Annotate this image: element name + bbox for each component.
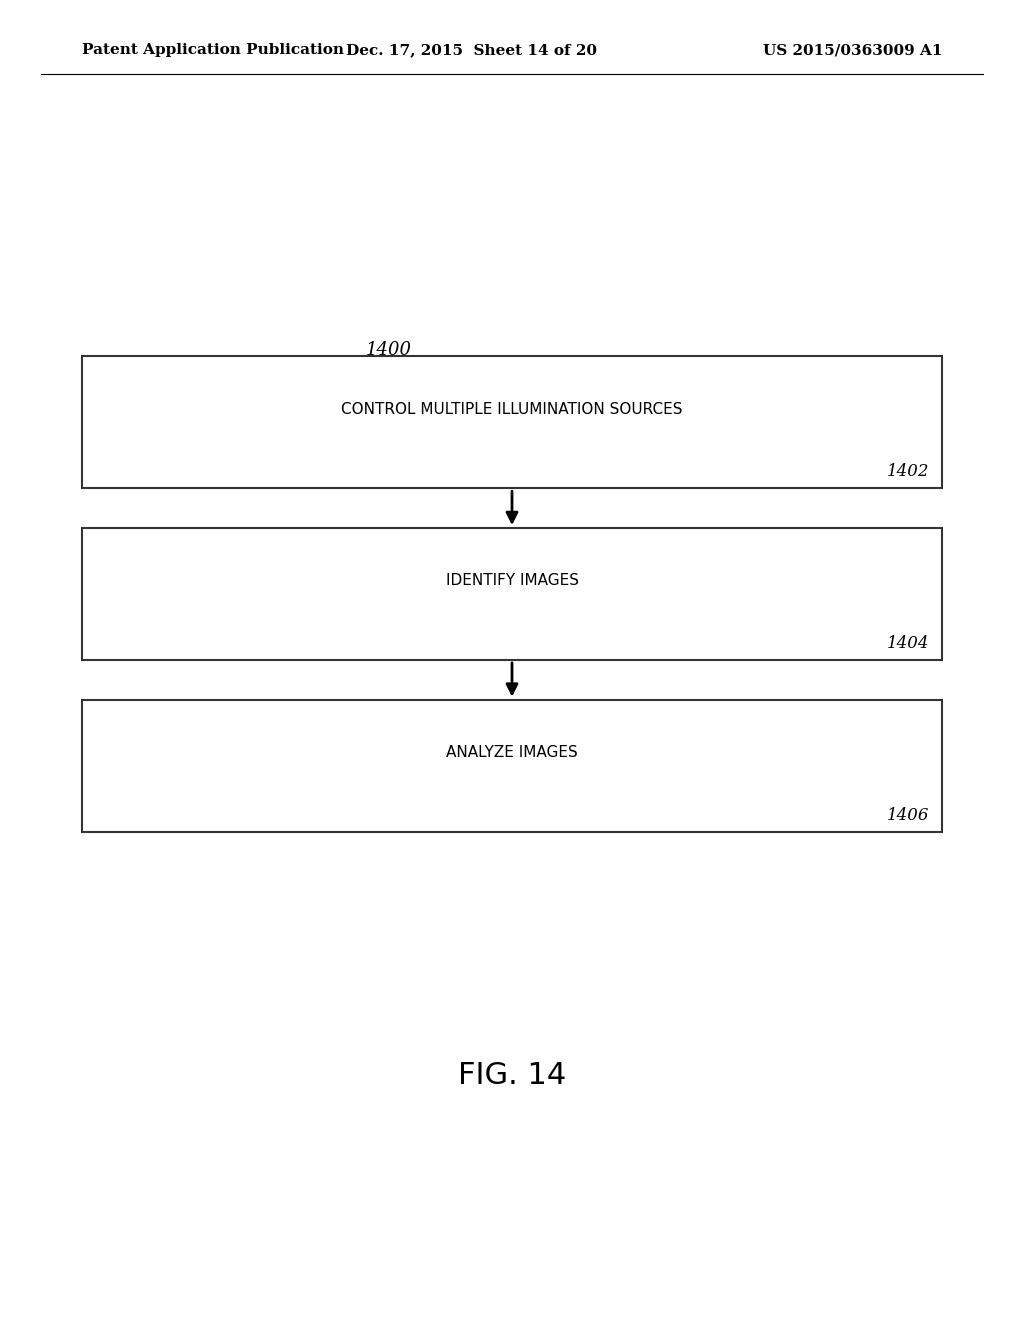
Text: 1406: 1406 [887,807,930,824]
Text: 1402: 1402 [887,463,930,480]
FancyBboxPatch shape [82,700,942,832]
Text: IDENTIFY IMAGES: IDENTIFY IMAGES [445,573,579,589]
Text: Dec. 17, 2015  Sheet 14 of 20: Dec. 17, 2015 Sheet 14 of 20 [345,44,597,57]
FancyBboxPatch shape [82,356,942,488]
Text: FIG. 14: FIG. 14 [458,1061,566,1090]
Text: Patent Application Publication: Patent Application Publication [82,44,344,57]
Text: 1400: 1400 [367,341,412,359]
FancyBboxPatch shape [82,528,942,660]
Text: 1404: 1404 [887,635,930,652]
Text: US 2015/0363009 A1: US 2015/0363009 A1 [763,44,942,57]
Text: CONTROL MULTIPLE ILLUMINATION SOURCES: CONTROL MULTIPLE ILLUMINATION SOURCES [341,401,683,417]
Text: ANALYZE IMAGES: ANALYZE IMAGES [446,744,578,760]
